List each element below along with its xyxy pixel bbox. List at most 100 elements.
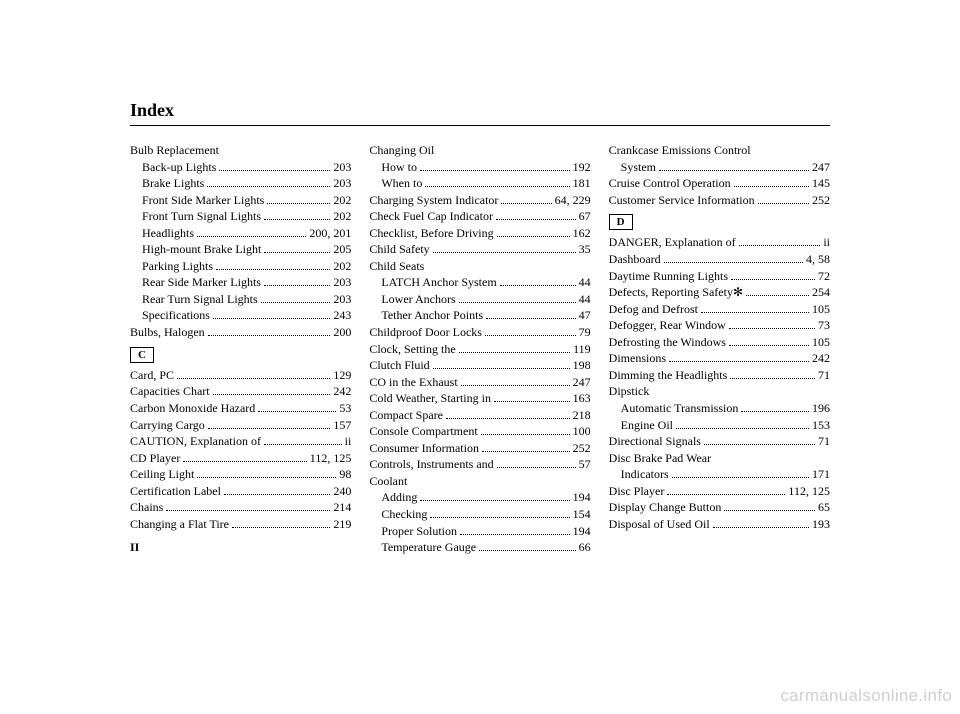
index-entry-label: System — [621, 159, 656, 176]
leader-dots — [216, 260, 330, 270]
index-entry: Adding194 — [369, 489, 590, 506]
index-entry-page: 200, 201 — [309, 225, 351, 242]
index-entry: Clutch Fluid198 — [369, 357, 590, 374]
leader-dots — [433, 243, 576, 253]
index-entry-page: 218 — [573, 407, 591, 424]
index-entry-label: Defrosting the Windows — [609, 334, 726, 351]
index-entry-page: 205 — [333, 241, 351, 258]
leader-dots — [264, 435, 342, 445]
index-entry: Parking Lights202 — [130, 258, 351, 275]
index-entry: When to181 — [369, 175, 590, 192]
leader-dots — [669, 352, 809, 362]
index-entry-page: 129 — [333, 367, 351, 384]
index-entry-label: Dipstick — [609, 383, 650, 400]
index-entry: Cruise Control Operation145 — [609, 175, 830, 192]
index-entry-label: Headlights — [142, 225, 194, 242]
index-entry: Display Change Button65 — [609, 499, 830, 516]
index-entry-page: 252 — [812, 192, 830, 209]
index-entry-label: Front Turn Signal Lights — [142, 208, 261, 225]
leader-dots — [672, 468, 809, 478]
index-entry-label: Directional Signals — [609, 433, 701, 450]
index-entry: Dimming the Headlights71 — [609, 367, 830, 384]
index-entry-page: 240 — [333, 483, 351, 500]
leader-dots — [486, 309, 576, 319]
index-entry-page: 44 — [579, 274, 591, 291]
index-entry-page: 203 — [333, 175, 351, 192]
watermark: carmanualsonline.info — [780, 686, 952, 706]
index-entry-page: 202 — [333, 192, 351, 209]
index-entry: Child Seats — [369, 258, 590, 275]
index-entry: Charging System Indicator64, 229 — [369, 192, 590, 209]
leader-dots — [713, 518, 809, 528]
index-entry-page: 196 — [812, 400, 830, 417]
index-entry: Bulbs, Halogen200 — [130, 324, 351, 341]
index-entry-label: Cold Weather, Starting in — [369, 390, 491, 407]
leader-dots — [659, 160, 809, 170]
leader-dots — [724, 501, 815, 511]
index-entry-label: LATCH Anchor System — [381, 274, 496, 291]
index-entry-label: Indicators — [621, 466, 669, 483]
leader-dots — [264, 276, 330, 286]
leader-dots — [676, 418, 809, 428]
index-entry-page: 79 — [579, 324, 591, 341]
index-entry-page: 163 — [573, 390, 591, 407]
index-entry-page: 193 — [812, 516, 830, 533]
index-entry-page: 254 — [812, 284, 830, 301]
index-entry: Console Compartment100 — [369, 423, 590, 440]
title-rule — [130, 125, 830, 126]
index-entry-label: Crankcase Emissions Control — [609, 142, 751, 159]
index-letter: D — [609, 214, 633, 230]
index-entry: Defogger, Rear Window73 — [609, 317, 830, 334]
index-entry-page: 100 — [573, 423, 591, 440]
index-entry-label: Check Fuel Cap Indicator — [369, 208, 493, 225]
index-entry-page: 247 — [573, 374, 591, 391]
leader-dots — [479, 541, 576, 551]
index-entry-label: Front Side Marker Lights — [142, 192, 264, 209]
index-entry-label: Specifications — [142, 307, 210, 324]
index-entry-label: CD Player — [130, 450, 180, 467]
leader-dots — [213, 385, 331, 395]
index-entry: Capacities Chart242 — [130, 383, 351, 400]
index-entry-label: Dimensions — [609, 350, 666, 367]
leader-dots — [482, 442, 570, 452]
index-entry-label: Engine Oil — [621, 417, 673, 434]
index-entry: Card, PC129 — [130, 367, 351, 384]
index-entry-label: When to — [381, 175, 422, 192]
leader-dots — [485, 326, 576, 336]
index-entry: Automatic Transmission 196 — [609, 400, 830, 417]
leader-dots — [664, 253, 803, 263]
index-entry: Customer Service Information 252 — [609, 192, 830, 209]
index-entry-label: Lower Anchors — [381, 291, 455, 308]
index-entry: Disposal of Used Oil193 — [609, 516, 830, 533]
index-entry-label: Customer Service Information — [609, 192, 755, 209]
page-title: Index — [130, 100, 830, 121]
index-entry: Cold Weather, Starting in 163 — [369, 390, 590, 407]
index-entry-page: 194 — [573, 489, 591, 506]
leader-dots — [183, 451, 306, 461]
leader-dots — [729, 336, 809, 346]
index-entry-page: 67 — [579, 208, 591, 225]
index-entry-label: Clutch Fluid — [369, 357, 429, 374]
index-entry: Checklist, Before Driving162 — [369, 225, 590, 242]
index-entry-page: 162 — [573, 225, 591, 242]
index-entry-label: Brake Lights — [142, 175, 204, 192]
index-entry-label: Display Change Button — [609, 499, 722, 516]
index-entry-label: Childproof Door Locks — [369, 324, 482, 341]
leader-dots — [213, 309, 330, 319]
index-entry-label: Automatic Transmission — [621, 400, 739, 417]
index-entry: Carrying Cargo157 — [130, 417, 351, 434]
index-entry-label: Chains — [130, 499, 163, 516]
leader-dots — [219, 160, 330, 170]
index-entry-label: Defects, Reporting Safety✻ — [609, 284, 743, 301]
index-entry-page: 252 — [573, 440, 591, 457]
leader-dots — [430, 508, 569, 518]
index-entry-page: 98 — [339, 466, 351, 483]
leader-dots — [197, 227, 306, 237]
index-entry-label: Defogger, Rear Window — [609, 317, 726, 334]
index-entry: Consumer Information252 — [369, 440, 590, 457]
leader-dots — [264, 210, 330, 220]
index-entry-label: Clock, Setting the — [369, 341, 455, 358]
index-entry: Defog and Defrost105 — [609, 301, 830, 318]
leader-dots — [741, 402, 809, 412]
index-entry-label: How to — [381, 159, 417, 176]
